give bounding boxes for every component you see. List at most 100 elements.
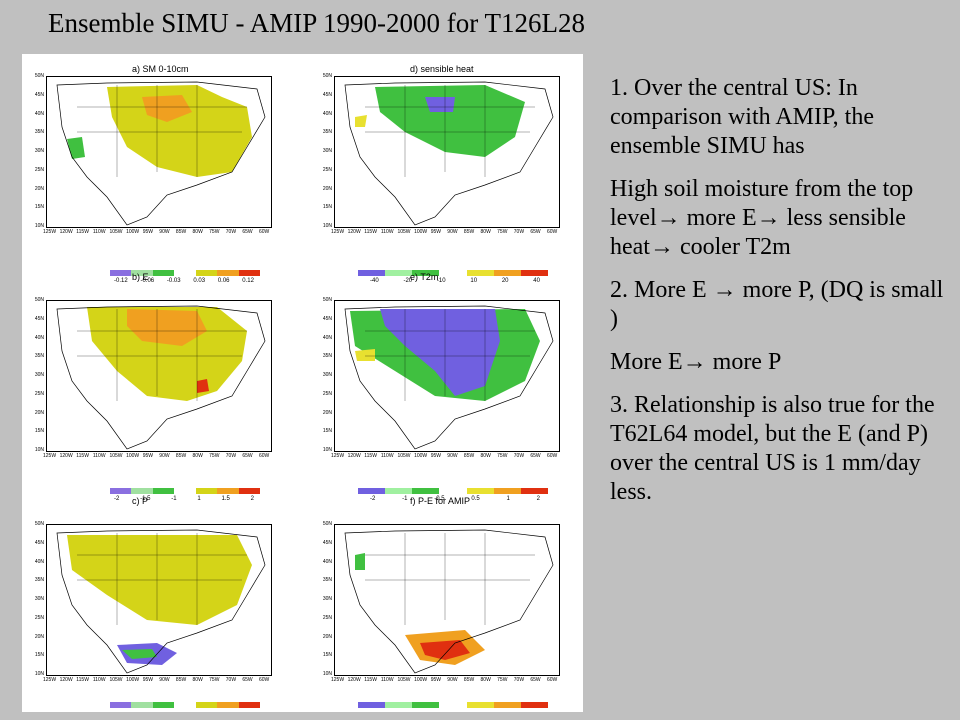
lon-tick-label: 125W [43, 677, 57, 683]
lat-tick-label: 30N [322, 596, 332, 602]
lon-tick-label: 80W [192, 229, 203, 235]
lat-tick-label: 50N [34, 297, 44, 303]
colorbar-segment [110, 702, 132, 708]
colorbar-segment [439, 702, 467, 708]
lon-tick-label: 60W [547, 229, 558, 235]
shaded-region-yellow [355, 115, 367, 127]
colorbar-segment [152, 270, 175, 276]
lon-tick-label: 100W [414, 677, 428, 683]
colorbar-segment [174, 270, 196, 276]
lon-tick-label: 75W [497, 453, 508, 459]
panel-c-precipitation: c) P 50N 45N 40N 35N 30N 25N 20N 15N 10N 125W 120W… [22, 496, 280, 708]
lon-tick-label: 125W [43, 229, 57, 235]
lon-tick-label: 120W [347, 453, 361, 459]
colorbar-label: 2 [250, 496, 254, 502]
lon-tick-label: 90W [447, 453, 458, 459]
lon-tick-label: 60W [259, 229, 270, 235]
colorbar [110, 488, 260, 494]
lon-tick-label: 105W [397, 677, 411, 683]
lat-tick-label: 25N [322, 390, 332, 397]
lon-tick-label: 70W [513, 453, 525, 459]
slide-title: Ensemble SIMU - AMIP 1990-2000 for T126L… [48, 8, 585, 38]
lon-tick-label: 125W [331, 453, 345, 459]
lon-tick-label: 90W [159, 453, 170, 459]
coastline [344, 305, 554, 450]
colorbar-label: -2 [370, 496, 376, 502]
colorbar-label: -0.5 [434, 496, 445, 502]
colorbar [358, 488, 548, 494]
colorbar-label: -20 [403, 278, 413, 284]
panel-d-sensible-heat: d) sensible heat -40 -20 -10 10 20 40 50N 45N 4… [310, 54, 568, 284]
lon-tick-label: 75W [497, 677, 508, 683]
panel-f-p-minus-e: f) P-E for AMIP 50N 45N 40N 35N 30N 25N 20N 15N… [310, 496, 568, 708]
shaded-region-red [420, 640, 470, 660]
lon-tick-label: 125W [331, 677, 345, 683]
colorbar-segment [493, 488, 521, 494]
lat-tick-label: 35N [322, 577, 332, 584]
lon-tick-label: 85W [175, 677, 187, 683]
colorbar-segment [152, 488, 175, 494]
colorbar-segment [520, 270, 548, 276]
note-4: More E→ more P [610, 349, 782, 375]
lon-tick-label: 95W [430, 453, 441, 459]
note-5: 3. Relationship is also true for the T62… [610, 392, 935, 505]
lon-tick-label: 80W [480, 677, 491, 683]
six-panel-figure: a) SM 0-10cm -0.12 -0.06 -0.03 0.03 0.06 0.12… [22, 54, 583, 712]
colorbar-segment [358, 702, 386, 708]
shaded-region-purple [425, 97, 455, 112]
lon-tick-label: 95W [430, 229, 441, 235]
note-2: High soil moisture from the top level→ m… [610, 176, 914, 260]
lat-tick-label: 20N [322, 633, 332, 640]
lon-tick-label: 65W [242, 229, 253, 235]
colorbar-segment [520, 702, 548, 708]
colorbar-segment [466, 270, 494, 276]
shaded-region-purple [380, 309, 500, 396]
lon-tick-label: 60W [259, 453, 270, 459]
map-area [46, 524, 272, 676]
colorbar-segment [238, 488, 260, 494]
lon-tick-label: 85W [463, 453, 475, 459]
lon-tick-label: 75W [209, 453, 220, 459]
lon-tick-label: 80W [480, 453, 491, 459]
shaded-region-orange [127, 309, 207, 346]
lat-tick-label: 45N [34, 539, 44, 546]
lon-tick-label: 105W [397, 229, 411, 235]
lat-tick-label: 40N [322, 110, 332, 117]
lon-tick-label: 120W [347, 229, 361, 235]
colorbar-segment [238, 702, 260, 708]
colorbar-label: -0.03 [166, 278, 181, 284]
lon-tick-label: 75W [497, 229, 508, 235]
colorbar [110, 270, 260, 276]
colorbar-label: -40 [370, 278, 379, 284]
lon-tick-label: 90W [159, 229, 170, 235]
colorbar-segment [385, 488, 413, 494]
state-lines [77, 309, 247, 401]
colorbar-labels: -40 -20 -10 10 20 40 [370, 278, 540, 284]
lat-tick-label: 20N [34, 409, 44, 416]
lat-tick-label: 50N [322, 297, 332, 303]
shaded-region-yellow [87, 307, 247, 401]
state-lines [77, 533, 247, 625]
colorbar-segment [385, 702, 413, 708]
colorbar-segment [412, 488, 440, 494]
lon-tick-label: 85W [463, 229, 475, 235]
lat-tick-label: 40N [322, 334, 332, 341]
lon-tick-label: 120W [59, 677, 73, 683]
colorbar-segment [385, 270, 413, 276]
lat-tick-label: 50N [34, 73, 44, 79]
colorbar-labels: -2 -1.5 -1 1 1.5 2 [114, 496, 254, 502]
panel-title: d) sensible heat [410, 64, 474, 74]
lat-tick-label: 10N [34, 671, 44, 677]
colorbar-segment [358, 488, 386, 494]
lon-tick-label: 110W [380, 229, 394, 235]
lon-tick-label: 80W [192, 677, 203, 683]
colorbar-segment [493, 270, 521, 276]
lat-tick-label: 20N [34, 633, 44, 640]
colorbar-label: 20 [501, 278, 509, 284]
colorbar-label: 40 [533, 278, 540, 284]
lon-tick-label: 105W [109, 677, 123, 683]
colorbar-label: -2 [114, 496, 120, 502]
map-area [46, 76, 272, 228]
lon-tick-label: 80W [480, 229, 491, 235]
coastline [56, 81, 266, 226]
